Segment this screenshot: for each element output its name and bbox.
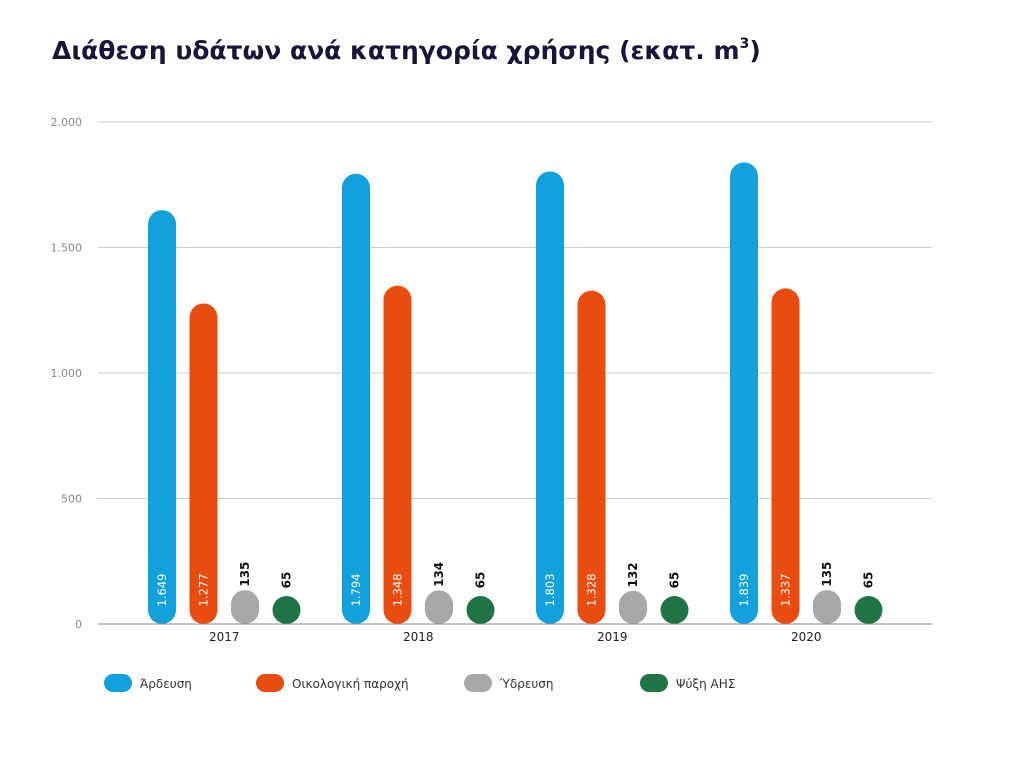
data-label: 1.337 xyxy=(779,574,793,607)
bar xyxy=(425,590,453,624)
bar xyxy=(342,173,370,624)
legend-swatch xyxy=(640,674,668,692)
data-label: 132 xyxy=(626,562,640,587)
bar xyxy=(536,171,564,624)
data-label: 65 xyxy=(668,572,682,589)
x-tick-label: 2017 xyxy=(209,630,240,644)
bar xyxy=(619,590,647,624)
bars: 1.649 1.277 135 65 1.794 1.348 134 65 1.803 1.328… xyxy=(148,162,883,624)
data-label: 1.328 xyxy=(585,574,599,607)
legend-label: Οικολογική παροχή xyxy=(292,677,409,691)
y-tick-label: 2.000 xyxy=(51,116,83,129)
chart-title: Διάθεση υδάτων ανά κατηγορία χρήσης (εκα… xyxy=(52,36,761,65)
bar xyxy=(231,590,259,624)
bar xyxy=(272,596,301,624)
data-label: 1.649 xyxy=(155,574,169,607)
data-label: 65 xyxy=(280,572,294,589)
data-label: 135 xyxy=(820,562,834,587)
bar xyxy=(189,303,218,624)
legend-label: Ύδρευση xyxy=(499,677,554,691)
data-label: 135 xyxy=(238,562,252,587)
bar xyxy=(854,596,883,624)
y-tick-label: 1.000 xyxy=(51,367,83,380)
y-tick-label: 1.500 xyxy=(51,242,83,255)
legend-swatch xyxy=(256,674,284,692)
data-label: 65 xyxy=(474,572,488,589)
legend-swatch xyxy=(104,674,132,692)
data-label: 1.839 xyxy=(737,574,751,607)
data-label: 134 xyxy=(432,562,446,587)
legend-label: Ψύξη ΑΗΣ xyxy=(676,677,735,691)
bar xyxy=(660,596,689,624)
data-label: 65 xyxy=(862,572,876,589)
x-axis: 2017 2018 2019 2020 xyxy=(98,623,932,644)
data-label: 1.794 xyxy=(349,574,363,607)
chart-title-text: Διάθεση υδάτων ανά κατηγορία χρήσης (εκα… xyxy=(52,36,740,65)
chart-title-superscript: 3 xyxy=(739,36,750,52)
bar xyxy=(148,210,176,624)
y-tick-label: 0 xyxy=(75,618,82,631)
legend-swatch xyxy=(464,674,492,692)
legend-label: Άρδευση xyxy=(140,677,192,691)
x-tick-label: 2020 xyxy=(791,630,822,644)
y-axis: 0 500 1.000 1.500 2.000 xyxy=(51,116,83,631)
bar xyxy=(466,596,495,624)
bar xyxy=(383,285,412,624)
legend: Άρδευση Οικολογική παροχή Ύδρευση Ψύξη ΑΗΣ xyxy=(104,674,735,692)
x-tick-label: 2018 xyxy=(403,630,434,644)
data-label: 1.277 xyxy=(197,574,211,607)
data-label: 1.803 xyxy=(543,574,557,607)
x-tick-label: 2019 xyxy=(597,630,628,644)
bar xyxy=(771,288,800,624)
data-label: 1.348 xyxy=(391,574,405,607)
chart-title-close: ) xyxy=(749,36,761,65)
gridlines xyxy=(98,121,932,499)
bar xyxy=(730,162,758,624)
y-tick-label: 500 xyxy=(61,493,82,506)
bar xyxy=(813,590,841,624)
bar xyxy=(577,290,606,624)
